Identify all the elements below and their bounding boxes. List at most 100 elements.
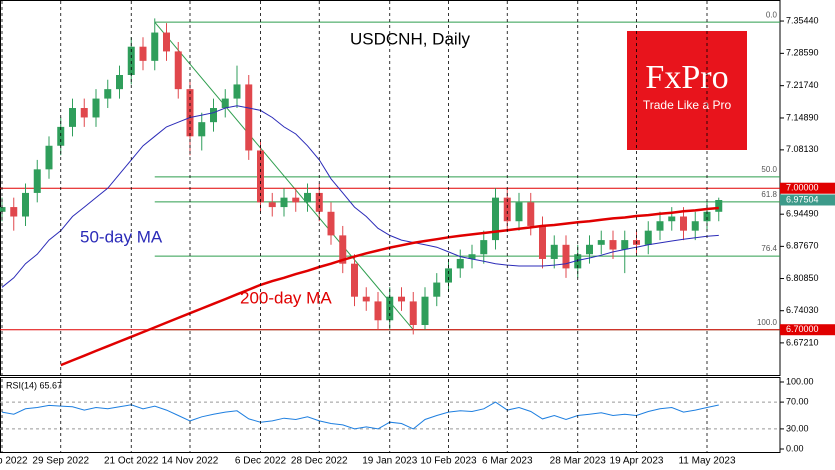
x-tick-label: 6 Dec 2022 bbox=[235, 456, 287, 467]
candle-body bbox=[691, 221, 699, 231]
rsi-title: RSI(14) 65.67 bbox=[6, 380, 62, 390]
candle-body bbox=[398, 296, 405, 302]
candle-body bbox=[0, 207, 6, 212]
candle-body bbox=[468, 254, 476, 259]
fib-label: 100.0 bbox=[757, 318, 778, 327]
candle-body bbox=[304, 192, 311, 203]
x-tick-label: 28 Dec 2022 bbox=[291, 456, 348, 467]
candle-body bbox=[362, 296, 370, 302]
logo: FxPro Trade Like a Pro bbox=[627, 31, 747, 150]
y-tick-label: 7.35440 bbox=[786, 15, 819, 25]
price-box bbox=[780, 182, 835, 194]
x-tick-label: 14 Nov 2022 bbox=[162, 456, 219, 467]
candle-body bbox=[174, 51, 182, 90]
logo-name: FxPro bbox=[645, 59, 728, 96]
fib-label: 0.0 bbox=[766, 10, 778, 19]
rsi-tick-label: 70.00 bbox=[786, 396, 809, 406]
candle-body bbox=[45, 145, 53, 170]
candle-body bbox=[503, 197, 511, 222]
candle-body bbox=[69, 108, 76, 127]
candle-body bbox=[233, 84, 241, 99]
candle-body bbox=[268, 202, 276, 208]
candle-body bbox=[433, 282, 441, 297]
price-box-label: 6.97504 bbox=[786, 194, 819, 204]
candle-body bbox=[609, 240, 617, 250]
fib-label: 50.0 bbox=[761, 165, 777, 174]
candle-body bbox=[339, 235, 347, 264]
candle-body bbox=[104, 89, 112, 99]
y-tick-label: 6.67210 bbox=[786, 337, 819, 347]
candle-body bbox=[245, 84, 253, 151]
x-tick-label: 10 Feb 2023 bbox=[420, 456, 477, 467]
candle-body bbox=[550, 244, 558, 259]
x-tick-label: 11 May 2023 bbox=[678, 456, 736, 467]
candle-body bbox=[680, 216, 687, 231]
candle-body bbox=[668, 216, 676, 222]
candle-body bbox=[586, 244, 593, 255]
price-box bbox=[780, 194, 835, 206]
x-tick-label: 21 Oct 2022 bbox=[104, 456, 159, 467]
candle-body bbox=[186, 89, 194, 137]
candle-body bbox=[527, 202, 535, 226]
x-tick-label: 7 Sep 2022 bbox=[0, 456, 28, 467]
rsi-tick-label: 100.00 bbox=[786, 376, 814, 386]
y-tick-label: 7.21740 bbox=[786, 80, 819, 90]
candle-body bbox=[92, 98, 100, 118]
candle-body bbox=[57, 126, 65, 146]
x-tick-label: 19 Jan 2023 bbox=[362, 456, 417, 467]
candle-body bbox=[421, 296, 429, 325]
y-tick-label: 6.80850 bbox=[786, 273, 819, 283]
rsi-line bbox=[1, 401, 719, 430]
candle-body bbox=[22, 192, 29, 217]
candle-body bbox=[539, 225, 546, 259]
series-label: 50-day MA bbox=[80, 227, 163, 246]
candle-body bbox=[480, 240, 488, 255]
candle-body bbox=[445, 268, 452, 283]
x-tick-label: 28 Mar 2023 bbox=[550, 456, 607, 467]
candle-body bbox=[116, 75, 123, 90]
candle-body bbox=[644, 230, 652, 245]
x-tick-label: 29 Sep 2022 bbox=[32, 456, 89, 467]
y-tick-label: 7.28590 bbox=[786, 48, 819, 58]
price-box-label: 7.00000 bbox=[786, 183, 819, 193]
candle-body bbox=[597, 240, 605, 245]
y-tick-label: 6.87670 bbox=[786, 241, 819, 251]
candle-body bbox=[374, 301, 382, 321]
candle-body bbox=[210, 108, 217, 123]
candle-body bbox=[127, 46, 135, 75]
logo-box bbox=[627, 31, 747, 150]
candle-body bbox=[409, 301, 417, 325]
candle-body bbox=[327, 211, 335, 236]
candle-body bbox=[292, 197, 300, 203]
candle-body bbox=[715, 200, 723, 212]
y-tick-label: 7.08130 bbox=[786, 144, 819, 154]
fib-trend bbox=[154, 21, 414, 331]
fib-label: 61.8 bbox=[761, 190, 777, 199]
candle-body bbox=[198, 122, 206, 137]
rsi-panel bbox=[0, 377, 781, 453]
candle-body bbox=[703, 211, 711, 222]
series-label: 200-day MA bbox=[240, 288, 332, 307]
rsi-tick-label: 0.00 bbox=[786, 443, 804, 453]
candle-body bbox=[221, 98, 229, 109]
x-tick-label: 6 Mar 2023 bbox=[482, 456, 533, 467]
y-tick-label: 7.14890 bbox=[786, 112, 819, 122]
candle-body bbox=[10, 207, 18, 217]
candle-body bbox=[315, 192, 323, 212]
candle-body bbox=[151, 32, 159, 61]
x-tick-label: 19 Apr 2023 bbox=[610, 456, 664, 467]
candle-body bbox=[562, 244, 570, 269]
candle-body bbox=[139, 46, 147, 61]
candle-body bbox=[280, 197, 288, 208]
candle-body bbox=[163, 32, 170, 52]
candle-body bbox=[456, 258, 464, 269]
candle-body bbox=[492, 197, 499, 241]
candle-body bbox=[656, 221, 664, 231]
fib-label: 76.4 bbox=[761, 244, 777, 253]
logo-tagline: Trade Like a Pro bbox=[643, 98, 732, 112]
y-tick-label: 6.74030 bbox=[786, 305, 819, 315]
candle-body bbox=[621, 240, 629, 250]
price-box bbox=[780, 324, 835, 336]
